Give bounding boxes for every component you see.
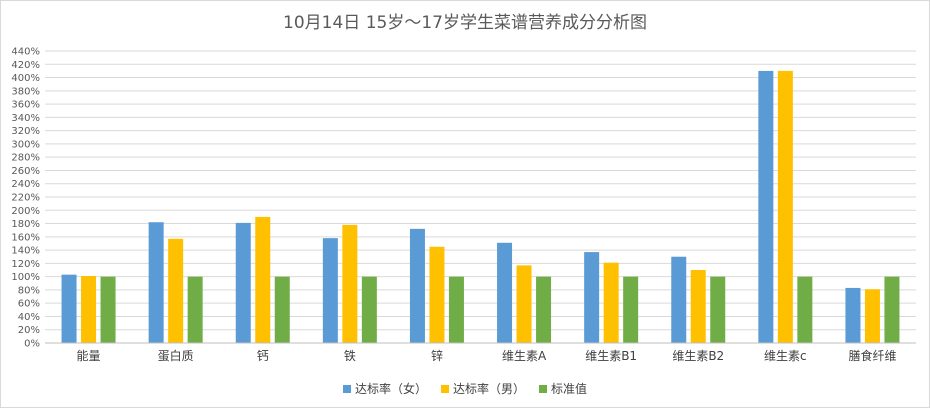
bar	[61, 274, 77, 343]
bar	[497, 242, 513, 343]
chart-title: 10月14日 15岁～17岁学生菜谱营养成分分析图	[283, 13, 647, 33]
bar	[777, 70, 793, 343]
y-tick-label: 420%	[11, 60, 40, 71]
y-tick-label: 60%	[18, 299, 40, 310]
bar	[235, 222, 251, 343]
y-tick-label: 320%	[11, 126, 40, 137]
bar	[623, 276, 639, 343]
y-tick-label: 240%	[11, 179, 40, 190]
bar	[448, 276, 464, 343]
x-tick-label: 维生素c	[764, 349, 807, 363]
y-tick-label: 280%	[11, 153, 40, 164]
legend-item-male: 达标率（男）	[440, 380, 525, 397]
legend-swatch-female	[342, 384, 351, 393]
y-tick-label: 160%	[11, 232, 40, 243]
legend-swatch-standard	[539, 384, 547, 393]
bar	[81, 275, 97, 343]
bar	[758, 70, 774, 343]
bar	[342, 224, 358, 343]
bar	[361, 276, 377, 343]
y-tick-label: 40%	[18, 312, 40, 323]
bar	[671, 256, 687, 343]
y-tick-label: 120%	[11, 259, 40, 270]
x-tick-label: 维生素A	[502, 349, 547, 363]
y-tick-label: 100%	[11, 272, 40, 283]
y-tick-label: 260%	[11, 166, 40, 177]
bar	[710, 276, 726, 343]
y-tick-label: 300%	[11, 139, 40, 150]
x-tick-label: 能量	[77, 349, 101, 363]
y-tick-label: 400%	[11, 73, 40, 84]
legend: 达标率（女） 达标率（男） 标准值	[0, 380, 930, 397]
x-tick-label: 钙	[257, 349, 269, 363]
y-tick-label: 0%	[24, 339, 40, 350]
y-tick-label: 200%	[11, 206, 40, 217]
bar	[168, 238, 184, 343]
legend-swatch-male	[440, 384, 449, 393]
y-tick-label: 80%	[18, 285, 40, 296]
y-tick-label: 140%	[11, 246, 40, 257]
bar	[274, 276, 290, 343]
bar	[187, 276, 203, 343]
bar	[409, 228, 425, 343]
y-tick-label: 360%	[11, 100, 40, 111]
bar	[429, 246, 445, 343]
x-tick-label: 蛋白质	[158, 348, 194, 363]
x-tick-label: 锌	[431, 349, 443, 363]
bar	[255, 216, 271, 343]
bar	[845, 287, 861, 343]
x-tick-label: 膳食纤维	[848, 348, 896, 363]
legend-label-male: 达标率（男）	[452, 382, 525, 396]
y-tick-label: 20%	[18, 325, 40, 336]
bar	[148, 222, 164, 343]
bar	[690, 270, 706, 343]
bar	[322, 238, 338, 343]
x-tick-label: 维生素B1	[585, 349, 637, 363]
x-tick-label: 铁	[344, 349, 356, 363]
y-tick-label: 380%	[11, 86, 40, 97]
bar	[536, 276, 552, 343]
y-tick-label: 340%	[11, 113, 40, 124]
bar	[884, 276, 900, 343]
y-tick-label: 440%	[11, 47, 40, 58]
bar	[584, 252, 600, 343]
bar	[100, 276, 116, 343]
legend-item-female: 达标率（女）	[342, 380, 427, 397]
legend-label-standard: 标准值	[551, 382, 588, 396]
y-tick-label: 180%	[11, 219, 40, 230]
bar	[797, 276, 813, 343]
legend-item-standard: 标准值	[539, 380, 587, 397]
legend-label-female: 达标率（女）	[354, 382, 427, 396]
x-tick-label: 维生素B2	[672, 349, 724, 363]
bar	[516, 265, 532, 343]
y-tick-label: 220%	[11, 193, 40, 204]
bar	[603, 262, 619, 343]
bar	[864, 289, 880, 343]
